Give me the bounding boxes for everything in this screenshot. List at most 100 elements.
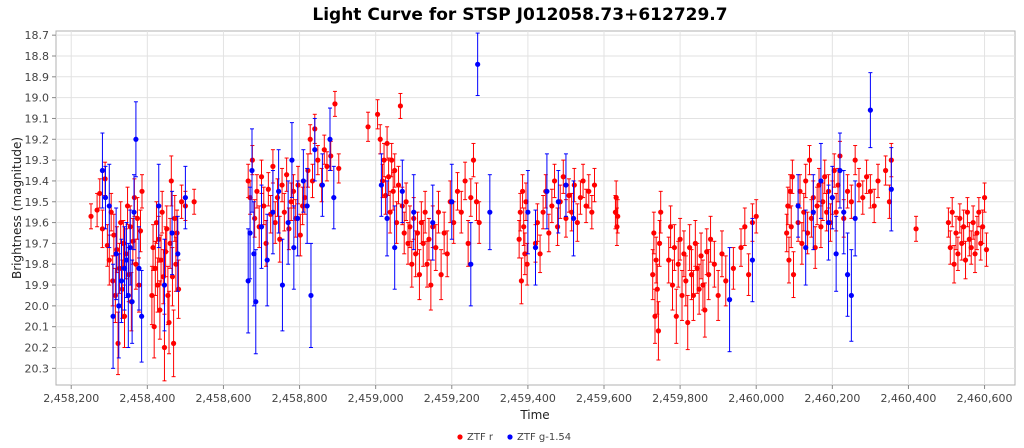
data-point — [790, 272, 797, 278]
data-point — [441, 230, 447, 236]
data-point — [251, 251, 257, 257]
data-point — [165, 292, 171, 299]
data-point — [175, 286, 182, 292]
data-point — [149, 292, 155, 299]
data-point — [468, 261, 474, 267]
data-point — [953, 230, 959, 236]
data-point — [974, 230, 980, 236]
data-point — [554, 224, 561, 230]
series-ztf-g — [99, 32, 894, 369]
legend-label: ZTF r — [467, 432, 494, 443]
data-point — [787, 188, 793, 194]
data-point — [121, 265, 128, 271]
y-tick-label: 18.8 — [25, 50, 50, 63]
data-point — [102, 194, 109, 201]
data-point — [279, 282, 286, 288]
data-point — [537, 251, 543, 257]
x-tick-label: 2,459,600 — [576, 392, 632, 405]
data-point — [803, 244, 809, 251]
x-tick-label: 2,460,400 — [880, 392, 936, 405]
data-point — [947, 244, 953, 251]
data-point — [875, 178, 881, 184]
data-point — [690, 292, 697, 299]
data-point — [719, 251, 725, 257]
data-point — [983, 247, 990, 253]
data-point — [462, 178, 468, 184]
data-point — [378, 182, 384, 188]
data-point — [263, 240, 269, 246]
data-point — [116, 303, 122, 309]
data-point — [319, 182, 325, 188]
data-point — [653, 257, 659, 263]
data-point — [650, 272, 656, 278]
legend: ZTF r ZTF g-1.54 — [457, 432, 571, 443]
data-point — [799, 240, 805, 246]
data-point — [549, 203, 555, 209]
data-point — [980, 224, 986, 230]
data-point — [414, 230, 421, 236]
data-point — [377, 136, 383, 142]
data-point — [867, 188, 873, 194]
y-tick-label: 19.7 — [25, 237, 50, 250]
data-point — [174, 230, 180, 236]
data-point — [742, 224, 748, 230]
data-point — [803, 178, 809, 184]
data-point — [523, 199, 529, 205]
data-point — [104, 242, 110, 249]
data-point — [726, 297, 733, 303]
y-tick-label: 19.2 — [25, 133, 50, 146]
x-tick-label: 2,458,600 — [195, 392, 251, 405]
data-point — [746, 272, 752, 278]
data-point — [852, 215, 858, 222]
data-point — [307, 136, 313, 142]
data-point — [458, 209, 464, 215]
data-point — [586, 188, 592, 194]
series-ztf-r — [88, 90, 990, 382]
data-point — [99, 226, 106, 232]
data-point — [305, 167, 311, 174]
data-point — [473, 199, 480, 205]
data-point — [698, 253, 704, 259]
data-point — [704, 249, 710, 255]
data-point — [110, 313, 116, 319]
data-point — [574, 219, 580, 226]
data-point — [108, 209, 114, 215]
data-point — [97, 190, 103, 197]
data-point — [422, 209, 428, 215]
data-point — [119, 286, 125, 292]
data-point — [749, 257, 756, 263]
data-point — [671, 244, 678, 251]
data-point — [970, 219, 976, 226]
data-point — [945, 219, 952, 226]
data-point — [981, 194, 988, 201]
data-point — [411, 209, 417, 215]
data-point — [655, 328, 662, 334]
data-point — [831, 167, 837, 174]
data-point — [118, 278, 125, 284]
data-point — [133, 136, 139, 142]
y-tick-label: 18.7 — [25, 29, 50, 42]
data-point — [175, 251, 181, 257]
data-point — [133, 261, 139, 267]
data-point — [886, 199, 893, 205]
data-point — [159, 209, 165, 215]
data-point — [418, 219, 424, 226]
data-point — [374, 111, 381, 117]
data-point — [403, 199, 409, 205]
data-point — [580, 178, 586, 184]
data-point — [169, 274, 176, 280]
data-point — [151, 324, 157, 330]
data-point — [681, 251, 687, 257]
data-point — [276, 188, 282, 194]
data-point — [285, 219, 291, 226]
chart-title: Light Curve for STSP J012058.73+612729.7 — [312, 5, 727, 25]
data-point — [711, 261, 717, 267]
data-point — [825, 219, 832, 226]
data-point — [487, 209, 493, 215]
data-point — [730, 265, 736, 271]
data-point — [167, 240, 173, 246]
data-point — [566, 192, 572, 199]
data-point — [270, 163, 276, 169]
data-point — [253, 299, 259, 305]
data-point — [883, 167, 889, 174]
